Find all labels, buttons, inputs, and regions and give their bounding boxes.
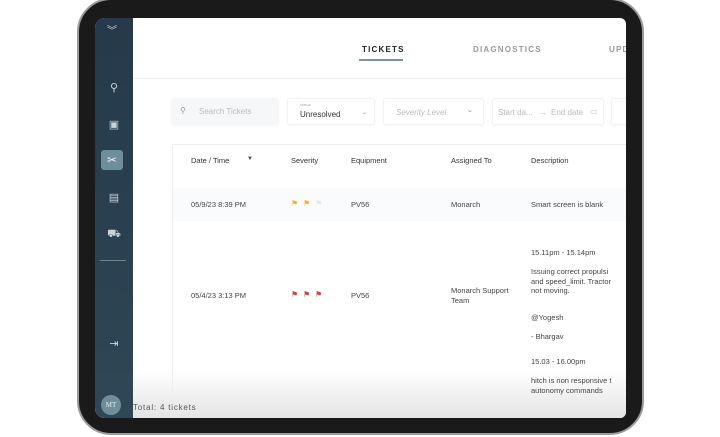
tab-diagnostics[interactable]: DIAGNOSTICS — [473, 45, 542, 54]
fleet-icon[interactable]: ⛟ — [107, 228, 121, 240]
status-select[interactable]: status Unresolved ⌄ — [287, 98, 375, 125]
logout-icon[interactable]: ⇥ — [109, 338, 119, 350]
sort-desc-icon[interactable]: ▼ — [247, 156, 253, 162]
start-date-input[interactable]: Start da... — [498, 108, 533, 117]
search-icon: ⚲ — [180, 106, 186, 115]
bottom-fade — [95, 370, 626, 418]
tab-tickets[interactable]: TICKETS — [362, 45, 405, 54]
map-pin-icon[interactable]: ⚲ — [109, 82, 119, 94]
chevron-down-icon: ⌄ — [362, 110, 368, 116]
flag-icon: ⚑ — [291, 199, 299, 208]
col-equipment: Equipment — [351, 156, 387, 165]
description-line: and speed_limit. Tractor — [531, 277, 612, 286]
search-placeholder: Search Tickets — [199, 107, 252, 116]
severity-placeholder: Severity Level — [396, 108, 447, 117]
document-icon[interactable]: ▤ — [108, 192, 120, 204]
date-cell: 05/4/23 3:13 PM — [191, 291, 247, 300]
flag-icon: ⚑ — [303, 199, 311, 208]
description-line: not moving. — [531, 286, 570, 295]
description-line: autonomy commands — [531, 386, 603, 395]
sidebar-divider — [100, 260, 126, 261]
date-cell: 05/9/23 8:39 PM — [191, 200, 247, 209]
date-range-picker[interactable]: Start da... → End date ▭ — [492, 98, 604, 125]
end-date-input[interactable]: End date — [551, 108, 584, 117]
description-line: Issuing correct propulsi — [531, 267, 609, 276]
assigned-cell: Monarch Support Team — [451, 286, 509, 305]
status-label: status — [300, 102, 311, 107]
equipment-cell: PV56 — [351, 200, 370, 209]
description-cell: Smart screen is blank — [531, 200, 604, 209]
sidebar: ︾ ⚲ ▣ ✂ ▤ ⛟ ⇥ MT — [95, 18, 133, 418]
col-assigned: Assigned To — [451, 156, 492, 165]
search-input[interactable]: ⚲ Search Tickets — [171, 98, 279, 125]
chevron-down-icon: ⌄ — [467, 107, 473, 114]
flag-icon: ⚑ — [291, 290, 299, 299]
tab-updates[interactable]: UPD — [609, 45, 626, 54]
flag-icon: ⚑ — [315, 199, 323, 208]
status-value: Unresolved — [300, 110, 341, 119]
tractor-icon[interactable]: ▣ — [108, 119, 120, 131]
equipment-cell: PV56 — [351, 291, 370, 300]
total-count: Total: 4 tickets — [133, 403, 197, 412]
arrow-right-icon: → — [539, 108, 547, 117]
description-line: 15.03 - 16.00pm — [531, 357, 586, 366]
col-severity: Severity — [291, 156, 319, 165]
tickets-table: Date / Time ▼ Severity Equipment Assigne… — [172, 144, 626, 395]
description-line: hitch is non responsive t — [531, 376, 612, 385]
logo-wings-icon: ︾ — [107, 26, 117, 37]
app-screen: ︾ ⚲ ▣ ✂ ▤ ⛟ ⇥ MT TICKETS DIAGNOSTICS UPD… — [95, 18, 626, 418]
flag-icon: ⚑ — [315, 290, 323, 299]
description-line: - Bhargav — [531, 332, 564, 341]
col-date[interactable]: Date / Time — [191, 156, 230, 165]
description-line: @Yogesh — [531, 313, 564, 322]
table-row[interactable]: 05/9/23 8:39 PM ⚑ ⚑ ⚑ PV56 Monarch Smart… — [173, 188, 626, 221]
tools-icon[interactable]: ✂ — [101, 150, 123, 170]
extra-filter[interactable] — [611, 98, 626, 125]
flag-icon: ⚑ — [303, 290, 311, 299]
assigned-cell: Monarch — [451, 200, 481, 209]
active-tab-indicator — [359, 59, 403, 61]
header-divider — [133, 78, 626, 79]
calendar-icon: ▭ — [590, 107, 598, 116]
severity-select[interactable]: Severity Level ⌄ — [383, 98, 484, 125]
avatar[interactable]: MT — [101, 395, 121, 415]
col-description: Description — [531, 156, 569, 165]
description-line: 15.11pm - 15.14pm — [531, 248, 596, 257]
